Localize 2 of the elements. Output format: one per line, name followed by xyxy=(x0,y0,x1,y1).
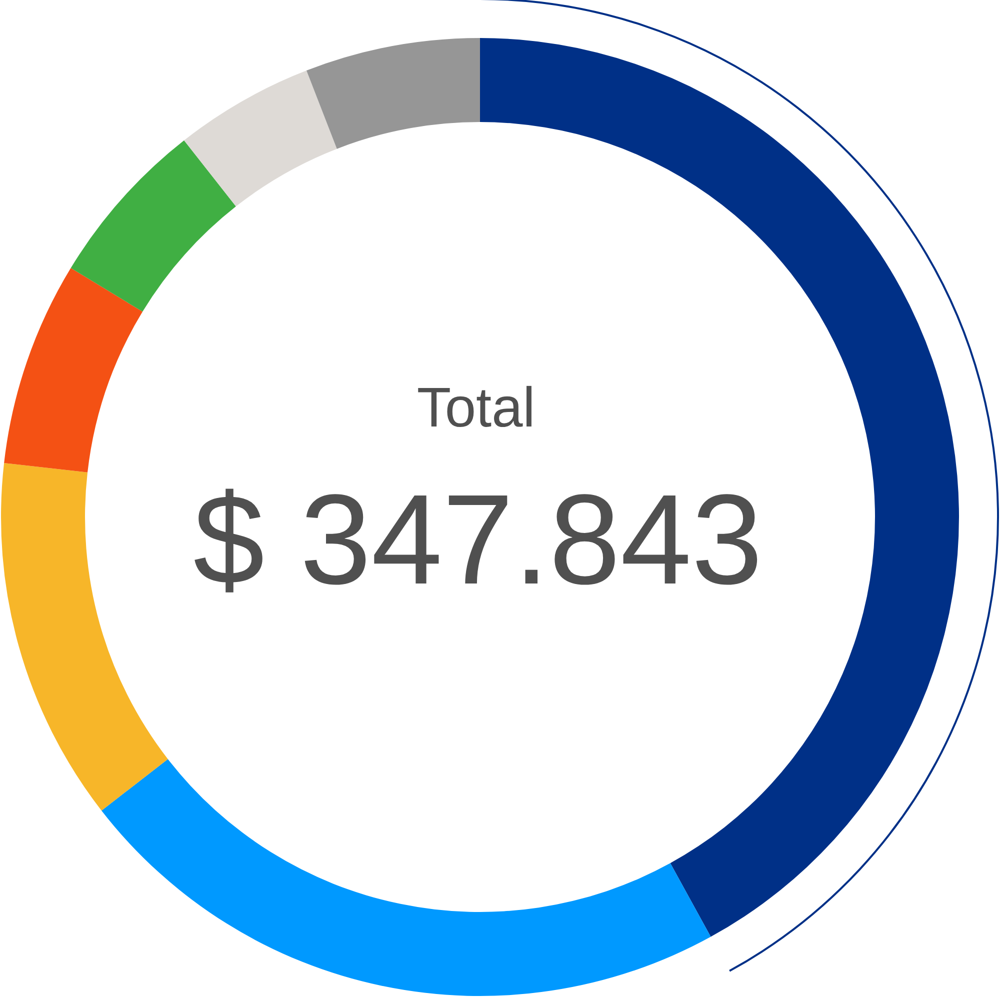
text: $ 347.843 xyxy=(193,468,763,612)
text: Total xyxy=(416,376,536,438)
